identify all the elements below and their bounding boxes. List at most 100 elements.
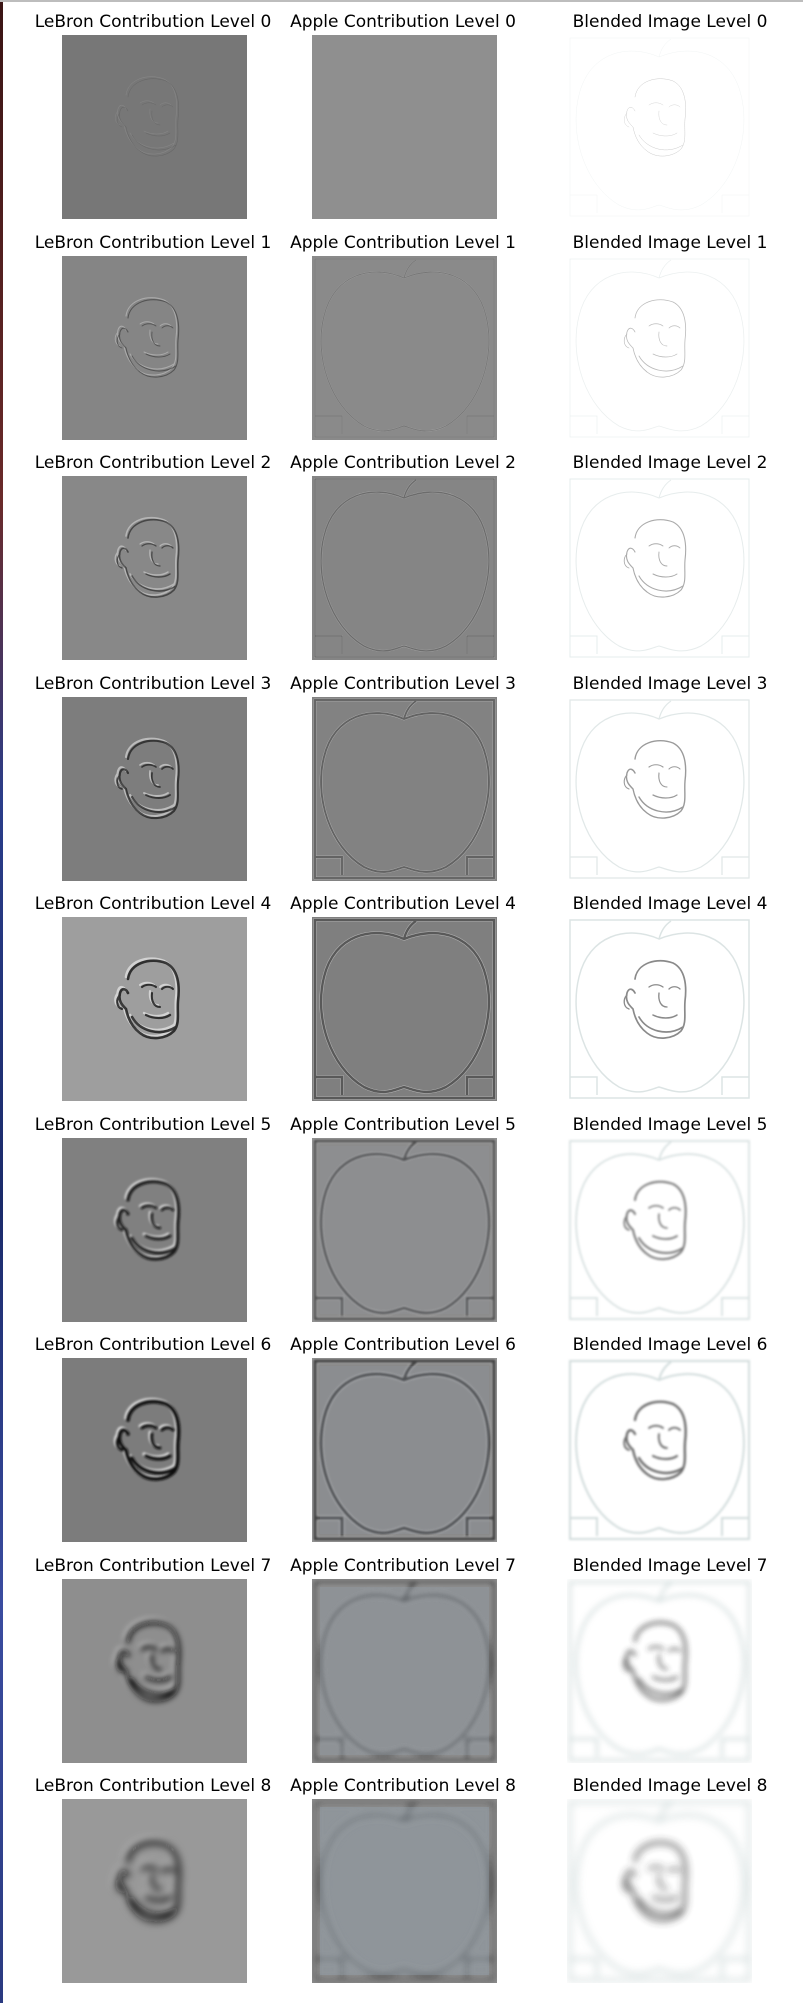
blended-image-svg: [567, 1578, 752, 1763]
window-left-edge: [0, 0, 3, 2003]
lebron-contribution-svg: [62, 255, 247, 440]
apple-contribution-title: Apple Contribution Level 6: [290, 1335, 516, 1355]
apple-contribution-svg: [312, 35, 497, 219]
blended-image-svg: [567, 35, 752, 219]
lebron-contribution-cell-4: LeBron Contribution Level 4: [28, 894, 278, 1104]
lebron-contribution-svg: [62, 696, 247, 881]
apple-contribution-title: Apple Contribution Level 8: [290, 1776, 516, 1796]
blended-image-title: Blended Image Level 4: [572, 894, 768, 914]
lebron-contribution-image: [62, 476, 247, 660]
blended-image-title: Blended Image Level 7: [572, 1555, 768, 1576]
blended-image-title: Blended Image Level 3: [572, 673, 768, 694]
lebron-contribution-svg: [62, 1799, 247, 1983]
apple-contribution-cell-5: Apple Contribution Level 5: [278, 1115, 528, 1325]
blended-image-cell-3: Blended Image Level 3: [545, 674, 795, 884]
lebron-contribution-image: [62, 255, 247, 440]
lebron-contribution-title: LeBron Contribution Level 0: [34, 12, 272, 32]
apple-contribution-image: [312, 696, 497, 881]
lebron-contribution-cell-7: LeBron Contribution Level 7: [28, 1556, 278, 1766]
blended-image-svg: [567, 255, 752, 440]
lebron-contribution-image: [62, 1799, 247, 1983]
blended-image-cell-2: Blended Image Level 2: [545, 453, 795, 663]
apple-contribution-svg: [312, 255, 497, 440]
lebron-contribution-image: [62, 696, 247, 881]
apple-contribution-cell-8: Apple Contribution Level 8: [278, 1776, 528, 1986]
blended-image-cell-7: Blended Image Level 7: [545, 1556, 795, 1766]
blended-image-svg: [567, 1358, 752, 1542]
apple-contribution-cell-4: Apple Contribution Level 4: [278, 894, 528, 1104]
lebron-contribution-image: [62, 917, 247, 1101]
lebron-contribution-svg: [62, 1578, 247, 1763]
blended-image-title: Blended Image Level 2: [572, 453, 768, 473]
apple-contribution-svg: [312, 1578, 497, 1763]
blended-image-title: Blended Image Level 6: [572, 1335, 768, 1355]
lebron-contribution-svg: [62, 1358, 247, 1542]
lebron-contribution-cell-3: LeBron Contribution Level 3: [28, 674, 278, 884]
blended-image-svg: [567, 917, 752, 1101]
apple-contribution-image: [312, 476, 497, 660]
lebron-contribution-cell-5: LeBron Contribution Level 5: [28, 1115, 278, 1325]
blended-image-image: [567, 1358, 752, 1542]
lebron-contribution-cell-2: LeBron Contribution Level 2: [28, 453, 278, 663]
apple-contribution-svg: [312, 917, 497, 1101]
blended-image-title: Blended Image Level 8: [572, 1776, 768, 1796]
lebron-contribution-cell-8: LeBron Contribution Level 8: [28, 1776, 278, 1986]
lebron-contribution-title: LeBron Contribution Level 2: [34, 453, 272, 473]
apple-contribution-image: [312, 1799, 497, 1983]
lebron-contribution-title: LeBron Contribution Level 4: [34, 894, 272, 914]
lebron-contribution-cell-0: LeBron Contribution Level 0: [28, 12, 278, 222]
lebron-contribution-svg: [62, 35, 247, 219]
lebron-contribution-image: [62, 1137, 247, 1322]
apple-contribution-image: [312, 1578, 497, 1763]
apple-contribution-title: Apple Contribution Level 4: [290, 894, 516, 914]
apple-contribution-svg: [312, 1137, 497, 1322]
apple-contribution-svg: [312, 696, 497, 881]
lebron-contribution-title: LeBron Contribution Level 8: [34, 1776, 272, 1796]
apple-contribution-cell-0: Apple Contribution Level 0: [278, 12, 528, 222]
apple-contribution-svg: [312, 1799, 497, 1983]
apple-contribution-cell-1: Apple Contribution Level 1: [278, 233, 528, 443]
blended-image-cell-4: Blended Image Level 4: [545, 894, 795, 1104]
blended-image-image: [567, 255, 752, 440]
blended-image-image: [567, 1137, 752, 1322]
blended-image-cell-1: Blended Image Level 1: [545, 233, 795, 443]
blended-image-svg: [567, 1137, 752, 1322]
blended-image-cell-6: Blended Image Level 6: [545, 1335, 795, 1545]
window-top-edge: [0, 0, 803, 2]
apple-contribution-svg: [312, 476, 497, 660]
blended-image-title: Blended Image Level 0: [572, 12, 768, 32]
apple-contribution-image: [312, 917, 497, 1101]
lebron-contribution-title: LeBron Contribution Level 3: [34, 673, 272, 694]
lebron-contribution-svg: [62, 476, 247, 660]
apple-contribution-title: Apple Contribution Level 3: [290, 673, 516, 694]
blended-image-cell-8: Blended Image Level 8: [545, 1776, 795, 1986]
apple-contribution-cell-6: Apple Contribution Level 6: [278, 1335, 528, 1545]
lebron-contribution-cell-6: LeBron Contribution Level 6: [28, 1335, 278, 1545]
blended-image-title: Blended Image Level 5: [572, 1114, 768, 1135]
blended-image-cell-5: Blended Image Level 5: [545, 1115, 795, 1325]
blended-image-cell-0: Blended Image Level 0: [545, 12, 795, 222]
lebron-contribution-svg: [62, 917, 247, 1101]
blended-image-image: [567, 35, 752, 219]
lebron-contribution-image: [62, 1578, 247, 1763]
apple-contribution-title: Apple Contribution Level 0: [290, 12, 516, 32]
apple-contribution-title: Apple Contribution Level 7: [290, 1555, 516, 1576]
lebron-contribution-cell-1: LeBron Contribution Level 1: [28, 233, 278, 443]
apple-contribution-title: Apple Contribution Level 5: [290, 1114, 516, 1135]
lebron-contribution-image: [62, 1358, 247, 1542]
apple-contribution-title: Apple Contribution Level 2: [290, 453, 516, 473]
blended-image-image: [567, 917, 752, 1101]
lebron-contribution-title: LeBron Contribution Level 6: [34, 1335, 272, 1355]
blended-image-image: [567, 476, 752, 660]
apple-contribution-image: [312, 1137, 497, 1322]
blended-image-image: [567, 1799, 752, 1983]
blended-image-svg: [567, 476, 752, 660]
lebron-contribution-title: LeBron Contribution Level 7: [34, 1555, 272, 1576]
lebron-contribution-image: [62, 35, 247, 219]
blended-image-image: [567, 696, 752, 881]
apple-contribution-title: Apple Contribution Level 1: [290, 232, 516, 253]
lebron-contribution-svg: [62, 1137, 247, 1322]
apple-contribution-image: [312, 1358, 497, 1542]
blended-image-image: [567, 1578, 752, 1763]
